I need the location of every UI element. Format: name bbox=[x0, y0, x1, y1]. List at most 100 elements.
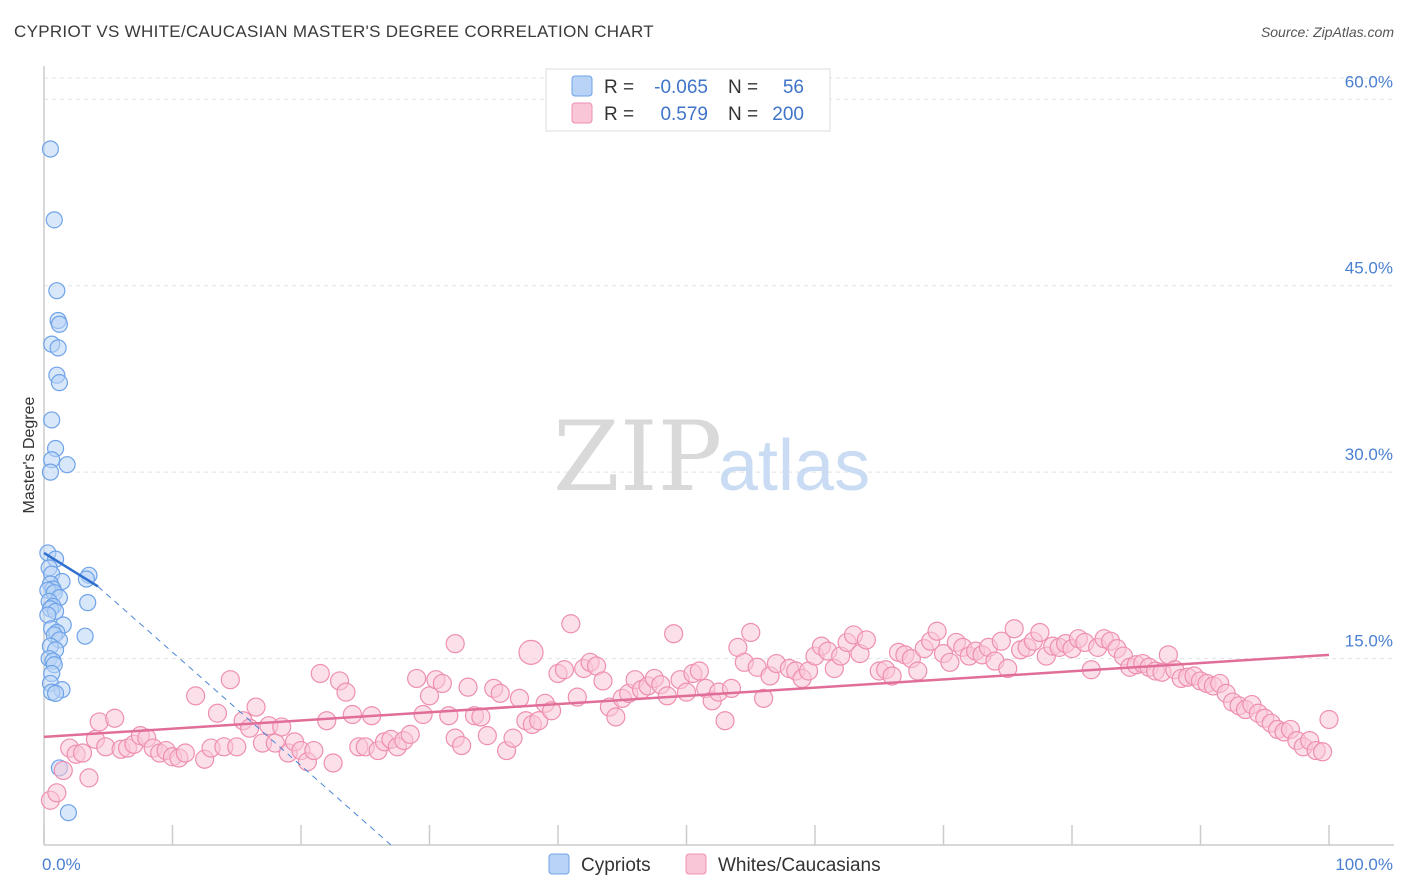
cypriot-point-49 bbox=[59, 804, 78, 822]
white-point-88 bbox=[606, 707, 626, 727]
cypriot-point-6 bbox=[49, 339, 67, 357]
legend-n-label-whites: N = bbox=[728, 104, 758, 125]
bottom-legend-label-cypriots: Cypriots bbox=[581, 855, 651, 876]
white-point-21 bbox=[175, 743, 195, 763]
white-trend-line bbox=[43, 653, 1330, 739]
cypriot-point-4 bbox=[50, 315, 69, 333]
white-point-55 bbox=[400, 724, 420, 744]
legend-n-label-cypriots: N = bbox=[728, 77, 758, 98]
series-whites bbox=[40, 614, 1339, 810]
white-point-40 bbox=[304, 740, 324, 761]
white-point-197 bbox=[1319, 709, 1339, 730]
x-tick-labels: 0.0% 100.0% bbox=[42, 855, 1393, 874]
cypriot-point-36 bbox=[76, 627, 94, 645]
white-point-67 bbox=[471, 707, 491, 727]
series-legend: Cypriots Whites/Caucasians bbox=[548, 853, 881, 876]
white-point-6 bbox=[79, 768, 99, 788]
white-point-68 bbox=[477, 726, 497, 746]
series-cypriots bbox=[39, 140, 98, 822]
white-point-56 bbox=[407, 668, 427, 689]
white-point-25 bbox=[207, 703, 228, 723]
white-point-76 bbox=[529, 711, 549, 731]
legend-r-value-cypriots: -0.065 bbox=[654, 77, 708, 98]
cypriot-point-2 bbox=[48, 282, 66, 300]
white-point-198 bbox=[518, 639, 544, 665]
white-point-22 bbox=[186, 686, 206, 706]
axes bbox=[43, 66, 1394, 846]
white-point-105 bbox=[715, 711, 735, 731]
white-point-27 bbox=[220, 670, 240, 690]
source-credit: Source: ZipAtlas.com bbox=[1260, 24, 1394, 40]
white-point-57 bbox=[413, 704, 433, 725]
white-point-97 bbox=[664, 624, 684, 644]
white-point-148 bbox=[1004, 619, 1024, 639]
white-point-10 bbox=[105, 708, 125, 728]
bottom-legend-swatch-whites bbox=[685, 853, 707, 875]
legend-r-value-whites: 0.579 bbox=[660, 104, 708, 125]
y-tick-label-3: 60.0% bbox=[1345, 72, 1393, 91]
trend-lines bbox=[43, 551, 1330, 846]
white-point-58 bbox=[419, 686, 440, 706]
cypriot-trend-line bbox=[43, 551, 99, 588]
white-point-80 bbox=[554, 660, 575, 680]
white-point-41 bbox=[310, 663, 330, 684]
chart-title: CYPRIOT VS WHITE/CAUCASIAN MASTER'S DEGR… bbox=[14, 22, 654, 41]
white-point-86 bbox=[593, 671, 613, 691]
cypriot-point-9 bbox=[43, 411, 61, 429]
white-point-31 bbox=[246, 697, 266, 717]
cypriot-point-12 bbox=[58, 456, 76, 474]
white-point-45 bbox=[336, 682, 356, 702]
cypriot-point-47 bbox=[46, 684, 65, 702]
white-point-196 bbox=[1312, 742, 1333, 762]
white-point-64 bbox=[445, 634, 465, 654]
legend-swatch-whites bbox=[571, 102, 593, 124]
legend-r-label-cypriots: R = bbox=[604, 77, 634, 98]
white-point-65 bbox=[458, 677, 478, 697]
white-point-138 bbox=[940, 652, 960, 672]
white-point-106 bbox=[721, 678, 742, 699]
white-point-81 bbox=[561, 614, 581, 634]
white-point-73 bbox=[509, 688, 530, 708]
legend-swatch-cypriots bbox=[571, 75, 593, 97]
grid bbox=[44, 77, 1394, 660]
white-point-129 bbox=[882, 666, 902, 686]
y-axis-label: Master's Degree bbox=[21, 396, 38, 513]
cypriot-point-1 bbox=[45, 211, 63, 229]
white-point-111 bbox=[753, 688, 774, 708]
legend-n-value-whites: 200 bbox=[772, 104, 804, 125]
white-point-99 bbox=[676, 682, 697, 702]
x-tick-label-1: 100.0% bbox=[1335, 855, 1393, 874]
data-points bbox=[39, 140, 1339, 822]
white-point-136 bbox=[927, 621, 947, 641]
white-point-30 bbox=[240, 718, 260, 738]
white-point-5 bbox=[72, 743, 93, 763]
white-point-72 bbox=[503, 728, 523, 748]
correlation-legend: R = -0.065 N = 56 R = 0.579 N = 200 bbox=[545, 68, 831, 132]
white-point-60 bbox=[432, 673, 452, 694]
bottom-legend-label-whites: Whites/Caucasians bbox=[718, 855, 881, 876]
y-tick-label-1: 30.0% bbox=[1345, 445, 1393, 464]
x-tick-label-0: 0.0% bbox=[42, 855, 81, 874]
white-point-133 bbox=[908, 661, 928, 681]
bottom-legend-swatch-cypriots bbox=[548, 853, 570, 875]
white-point-152 bbox=[1030, 622, 1050, 643]
cypriot-point-27 bbox=[79, 594, 97, 612]
white-point-147 bbox=[998, 658, 1018, 679]
white-point-1 bbox=[47, 783, 67, 803]
y-tick-label-0: 15.0% bbox=[1345, 632, 1393, 651]
y-tick-labels: 15.0% 30.0% 45.0% 60.0% bbox=[1345, 72, 1393, 650]
y-tick-label-2: 45.0% bbox=[1345, 259, 1393, 278]
watermark: ZIP atlas bbox=[553, 401, 870, 513]
cypriot-point-8 bbox=[50, 374, 69, 392]
white-point-78 bbox=[541, 701, 562, 721]
watermark-zip: ZIP bbox=[553, 401, 722, 513]
white-point-43 bbox=[323, 753, 343, 773]
white-point-146 bbox=[991, 631, 1011, 651]
white-point-28 bbox=[227, 737, 247, 757]
watermark-atlas: atlas bbox=[718, 426, 870, 506]
legend-r-label-whites: R = bbox=[604, 104, 634, 125]
white-point-70 bbox=[490, 683, 510, 703]
white-point-101 bbox=[689, 661, 709, 681]
cypriot-point-0 bbox=[41, 140, 60, 158]
